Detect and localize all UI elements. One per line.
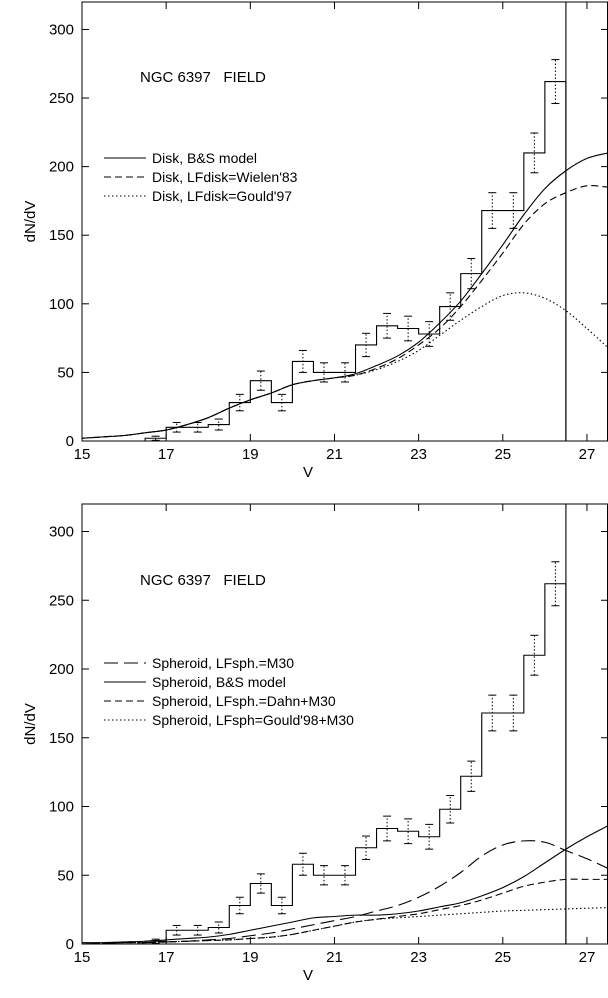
x-tick-label: 25 — [494, 446, 511, 463]
error-bar — [298, 852, 307, 876]
legend: Spheroid, LFsph.=M30 Spheroid, B&S model S… — [104, 655, 354, 728]
error-bar — [383, 815, 392, 842]
error-bar — [277, 896, 286, 915]
error-bar — [151, 435, 160, 441]
y-tick-label: 50 — [57, 364, 74, 381]
error-bar — [319, 865, 328, 886]
x-tick-label: 27 — [579, 446, 596, 463]
legend-label: Disk, B&S model — [152, 150, 257, 166]
error-bar — [319, 362, 328, 383]
error-bar — [214, 921, 223, 934]
y-tick-label: 100 — [49, 296, 74, 313]
series-line-4 — [82, 907, 608, 944]
x-tick-label: 21 — [326, 446, 343, 463]
error-bar — [404, 818, 413, 845]
histogram-steps — [144, 583, 567, 944]
plot-area — [82, 2, 608, 441]
error-bar — [362, 332, 371, 358]
y-tick-label: 0 — [66, 433, 74, 450]
plot-area — [82, 504, 608, 944]
error-bar — [509, 192, 518, 229]
y-tick-label: 250 — [49, 592, 74, 609]
x-tick-label: 15 — [74, 446, 91, 463]
error-bar — [425, 321, 434, 347]
x-tick-label: 25 — [494, 949, 511, 966]
legend-label: Spheroid, LFsph=Gould'98+M30 — [152, 712, 354, 728]
x-tick-label: 23 — [410, 949, 427, 966]
error-bar — [488, 694, 497, 732]
chart-panel-1: 0 50 100 150 200 250 300 15 17 19 21 23 25 27 VdN/dV NG… — [22, 1, 608, 481]
y-axis-label: dN/dV — [22, 201, 39, 243]
error-bar — [341, 362, 349, 383]
series-line-3 — [82, 292, 608, 439]
y-tick-label: 300 — [49, 524, 74, 541]
error-bar — [235, 896, 244, 915]
legend: Disk, B&S model Disk, LFdisk=Wielen'83 Dis… — [104, 150, 298, 204]
error-bar — [341, 865, 349, 886]
error-bar — [235, 393, 244, 412]
legend-label: Disk, LFdisk=Wielen'83 — [152, 169, 298, 185]
error-bar — [172, 924, 181, 936]
error-bar — [551, 561, 560, 607]
error-bar — [404, 315, 413, 342]
y-tick-label: 100 — [49, 799, 74, 816]
histogram-steps — [144, 81, 567, 441]
legend-label: Disk, LFdisk=Gould'97 — [152, 188, 292, 204]
plot-frame — [81, 1, 608, 442]
x-tick-label: 19 — [242, 446, 259, 463]
x-tick-label: 27 — [579, 949, 596, 966]
x-axis-label: V — [303, 967, 313, 984]
y-tick-label: 150 — [49, 227, 74, 244]
error-bar — [467, 760, 476, 792]
error-bar — [362, 835, 371, 860]
x-axis-label: V — [303, 464, 313, 481]
legend-label: Spheroid, LFsph.=M30 — [152, 655, 294, 671]
error-bar — [298, 349, 307, 373]
series-line-1 — [82, 840, 608, 944]
error-bar — [446, 795, 455, 824]
error-bar — [383, 312, 392, 339]
series-line-2 — [82, 825, 608, 944]
x-tick-label: 17 — [158, 949, 175, 966]
x-tick-label: 17 — [158, 446, 175, 463]
y-tick-label: 200 — [49, 661, 74, 678]
x-tick-label: 23 — [410, 446, 427, 463]
y-tick-label: 200 — [49, 159, 74, 176]
series-line-2 — [82, 185, 608, 439]
error-bar — [530, 132, 539, 174]
error-bar — [551, 59, 560, 105]
x-tick-label: 21 — [326, 949, 343, 966]
x-tick-label: 15 — [74, 949, 91, 966]
error-bar — [509, 694, 518, 732]
series-line-3 — [82, 878, 608, 944]
y-tick-label: 50 — [57, 867, 74, 884]
error-bar — [488, 192, 497, 229]
error-bar — [214, 418, 223, 431]
error-bar — [256, 370, 265, 391]
y-tick-label: 150 — [49, 730, 74, 747]
legend-label: Spheroid, B&S model — [152, 674, 286, 690]
y-tick-label: 0 — [66, 936, 74, 953]
chart-panel-2: 0 50 100 150 200 250 300 15 17 19 21 23 25 27 VdN/dV NG… — [22, 503, 608, 984]
error-bar — [277, 393, 286, 412]
chart-annotation: NGC 6397 FIELD — [140, 69, 266, 86]
y-axis-label: dN/dV — [22, 703, 39, 745]
chart-annotation: NGC 6397 FIELD — [140, 572, 266, 589]
legend-label: Spheroid, LFsph.=Dahn+M30 — [152, 693, 336, 709]
y-tick-label: 300 — [49, 21, 74, 38]
error-bar — [193, 924, 202, 936]
error-bar — [425, 823, 434, 850]
x-tick-label: 19 — [242, 949, 259, 966]
error-bar — [530, 634, 539, 676]
y-tick-label: 250 — [49, 90, 74, 107]
error-bar — [467, 258, 476, 290]
error-bar — [256, 873, 265, 894]
